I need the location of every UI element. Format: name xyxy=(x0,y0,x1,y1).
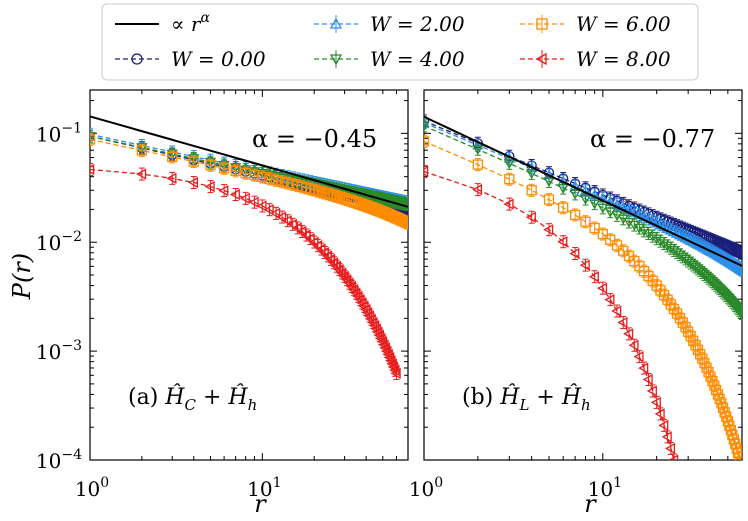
series-800 xyxy=(90,163,401,380)
y-tick-label: 10−3 xyxy=(36,338,82,364)
data-point xyxy=(424,136,430,147)
fit-line xyxy=(90,115,408,208)
alpha-annotation: α = −0.77 xyxy=(590,125,715,153)
alpha-annotation: α = −0.45 xyxy=(252,125,377,153)
y-tick-label: 10−4 xyxy=(36,447,82,473)
series-200 xyxy=(424,116,742,277)
legend-entry: W = 2.00 xyxy=(314,12,465,36)
data-point xyxy=(90,163,95,176)
legend-box xyxy=(101,3,699,81)
legend-label: W = 8.00 xyxy=(576,47,671,71)
series-600 xyxy=(424,134,747,471)
data-point xyxy=(424,115,430,127)
series-line xyxy=(424,140,741,460)
legend-label: W = 6.00 xyxy=(576,12,671,36)
x-tick-label: 100 xyxy=(75,475,109,501)
legend: ∝ rα W = 0.00 W = 2.00 W = 4.00 W = 6.00 W = … xyxy=(101,3,699,81)
data-point xyxy=(736,247,742,258)
legend-label: W = 4.00 xyxy=(370,47,465,71)
panel-label: (b) ĤL + Ĥh xyxy=(462,383,591,414)
data-point xyxy=(402,200,408,211)
data-point xyxy=(90,134,96,145)
series-800 xyxy=(424,165,686,499)
data-point xyxy=(402,218,408,229)
plot-area xyxy=(90,115,408,380)
legend-entry: W = 4.00 xyxy=(314,47,465,71)
panel-label: (a) ĤC + Ĥh xyxy=(128,383,257,414)
data-point xyxy=(678,490,686,499)
legend-entry: W = 0.00 xyxy=(115,47,266,71)
legend-label: ∝ rα xyxy=(171,10,210,36)
data-point xyxy=(738,462,747,471)
series-600 xyxy=(90,132,408,230)
data-point xyxy=(424,121,430,132)
x-tick-label: 101 xyxy=(588,475,622,501)
panel-b: 100 101 α = −0.77 (b) ĤL + Ĥh xyxy=(409,89,747,501)
series-400 xyxy=(424,119,742,321)
x-axis-title: r xyxy=(254,490,267,518)
y-tick-label: 10−1 xyxy=(36,120,82,146)
axis-labels: P(r) r r xyxy=(8,253,597,518)
data-point xyxy=(90,132,96,143)
x-tick-label: 101 xyxy=(247,475,281,501)
legend-marker xyxy=(131,53,143,65)
y-axis-title: P(r) xyxy=(8,253,36,300)
x-axis-title: r xyxy=(584,490,597,518)
y-tick-label: 10−2 xyxy=(36,229,82,255)
x-tick-label: 100 xyxy=(409,475,443,501)
panel-a: 100 101 10−4 10−3 10−2 10−1 α = −0.45 (a) ĤC + … xyxy=(36,89,409,501)
legend-entry: ∝ rα xyxy=(115,10,210,36)
plot-area xyxy=(424,114,747,499)
data-point xyxy=(424,165,429,178)
fit-line xyxy=(424,115,742,267)
legend-label: W = 2.00 xyxy=(370,12,465,36)
data-point xyxy=(675,479,683,488)
data-point xyxy=(736,264,742,275)
data-point xyxy=(673,467,681,476)
legend-label: W = 0.00 xyxy=(171,47,266,71)
data-point xyxy=(736,309,742,320)
legend-entry: W = 8.00 xyxy=(520,47,671,71)
legend-entry: W = 6.00 xyxy=(520,12,671,36)
